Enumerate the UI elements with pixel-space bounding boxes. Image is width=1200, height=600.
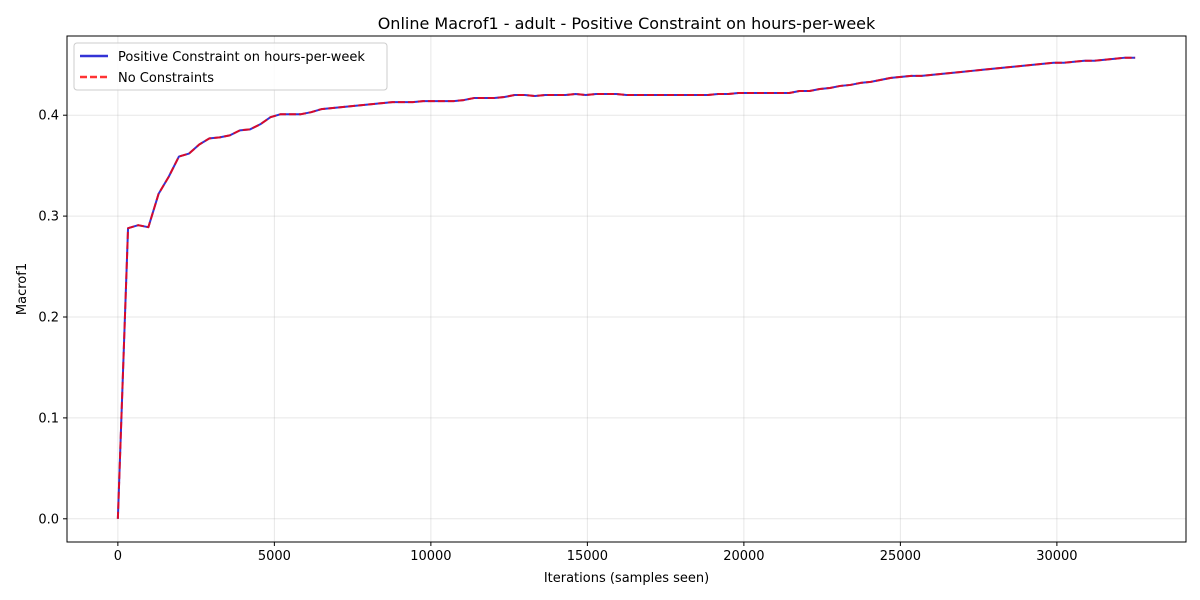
x-tick-label: 10000	[410, 549, 451, 564]
legend: Positive Constraint on hours-per-week No…	[73, 42, 388, 91]
chart-title: Online Macrof1 - adult - Positive Constr…	[378, 14, 876, 33]
x-tick-label: 20000	[723, 549, 764, 564]
series-lines	[116, 56, 1136, 519]
plot-frame	[66, 35, 1187, 543]
grid	[67, 36, 1186, 542]
y-tick-label: 0.1	[38, 411, 59, 426]
y-tick-label: 0.2	[38, 310, 59, 325]
y-axis-label: Macrof1	[15, 263, 30, 315]
x-axis-ticks: 0 5000 10000 15000 20000 25000 30000	[114, 542, 1078, 564]
x-tick-label: 5000	[258, 549, 291, 564]
x-tick-label: 0	[114, 549, 122, 564]
legend-label-series-2: No Constraints	[118, 71, 214, 86]
y-axis-ticks: 0.0 0.1 0.2 0.3 0.4	[38, 109, 67, 527]
y-tick-label: 0.4	[38, 109, 59, 124]
legend-label-series-1: Positive Constraint on hours-per-week	[118, 50, 365, 65]
y-tick-label: 0.0	[38, 512, 59, 527]
series-line-2	[116, 56, 1136, 519]
x-tick-label: 25000	[880, 549, 921, 564]
legend-box	[73, 42, 388, 91]
y-tick-label: 0.3	[38, 210, 59, 225]
series-line-1	[116, 56, 1136, 519]
x-tick-label: 15000	[567, 549, 608, 564]
x-tick-label: 30000	[1036, 549, 1077, 564]
x-axis-label: Iterations (samples seen)	[544, 571, 709, 586]
